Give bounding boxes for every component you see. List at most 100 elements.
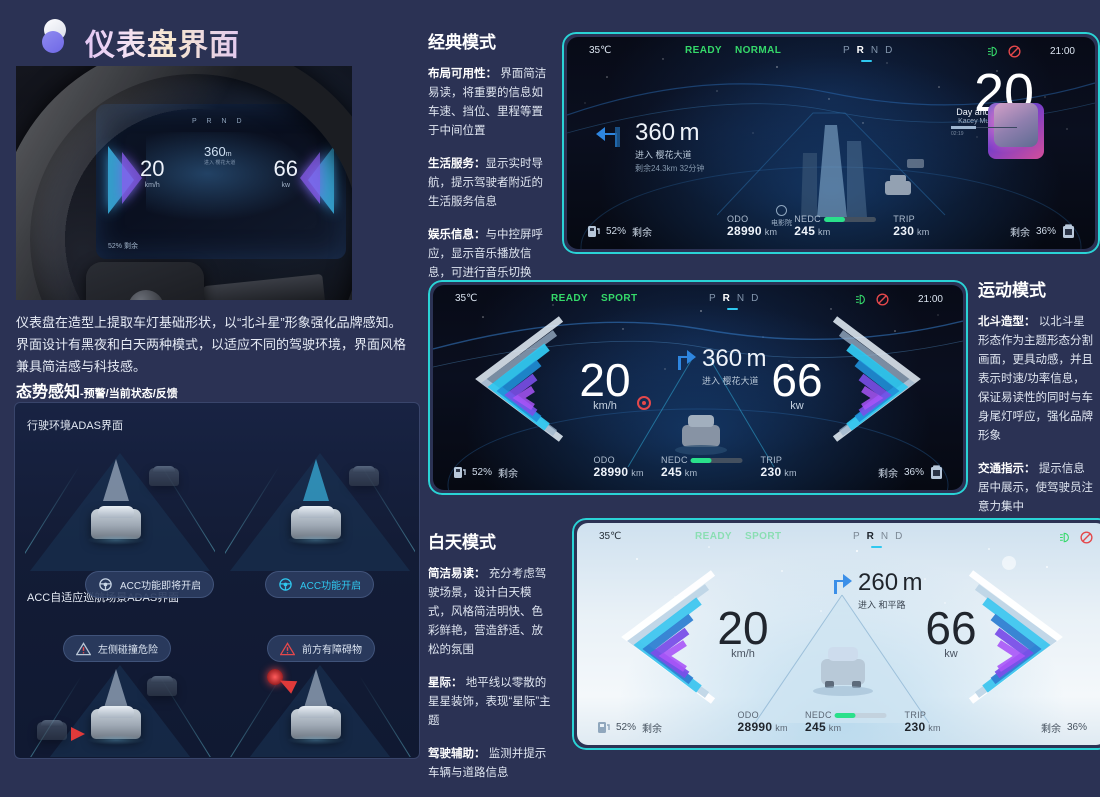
- day-text-column: 白天模式 简洁易读： 充分考虑驾驶场景，设计白天模式，风格简洁明快、色彩鲜艳，营…: [428, 528, 553, 797]
- turn-right-arrow-icon: [834, 574, 852, 594]
- nedc-bar: [834, 713, 887, 719]
- nav-distance-unit: m: [679, 119, 700, 146]
- battery-icon: [931, 465, 942, 479]
- indicator-icons: [1060, 531, 1093, 544]
- turn-left-arrow-icon: [596, 127, 620, 147]
- adas-scene-left-collision: [25, 661, 215, 757]
- adas-scene-acc-pending: [25, 441, 215, 571]
- steering-wheel-icon: [279, 578, 292, 591]
- song-title: Day and night: [956, 107, 1012, 117]
- left-chevron-wing: [443, 315, 583, 465]
- low-beam-icon: [988, 46, 997, 57]
- starfield-day: [636, 546, 1048, 624]
- classic-text-column: 经典模式 布局可用性： 界面简洁易读，将重要的信息如车速、挡位、里程等置于中间位…: [428, 28, 548, 297]
- battery-status: 剩余 36%: [1010, 224, 1075, 239]
- cluster-classic-navigation: 360 m 进入 樱花大道 剩余24.3km 32分钟: [595, 119, 765, 174]
- no-entry-icon: [876, 293, 889, 306]
- cluster-day-navigation: 260 m 进入 和平路: [829, 569, 923, 611]
- two-circles-logo-icon: [42, 19, 72, 53]
- ready-indicator: READY: [685, 45, 723, 56]
- sport-para-1: 北斗造型： 以北斗星形态作为主题形态分割画面，更具动感，并且表示时速/功率信息，…: [978, 316, 1093, 442]
- cluster-day-speed: 20 km/h: [717, 602, 769, 661]
- cluster-sport-topbar: 35℃ READY SPORT PRND 21:0: [433, 293, 963, 311]
- road-scene: [627, 358, 775, 467]
- cluster-sport-speed: 20 km/h: [579, 354, 631, 413]
- classic-para-3: 娱乐信息：与中控屏呼应，显示音乐播放信息，可进行音乐切换: [428, 229, 543, 279]
- page-title: 仪表盘界面: [85, 20, 240, 64]
- cluster-day-bottombar: 52% 剩余 ODO 28990 km NEDC 245 km TRIP 230 …: [577, 710, 1100, 737]
- no-entry-icon: [1080, 531, 1093, 544]
- fuel-status: 52% 剩余: [453, 465, 518, 480]
- poi-marker: 电影院: [771, 205, 792, 228]
- nav-remaining: 剩余24.3km 32分钟: [635, 164, 705, 173]
- gear-indicator: PRND: [843, 45, 900, 56]
- cluster-day-topbar: 35℃ READY SPORT PRND: [577, 531, 1100, 549]
- brand-logo: JAC: [128, 290, 164, 300]
- nav-distance: 260: [858, 569, 899, 596]
- sport-heading: 运动模式: [978, 281, 1046, 300]
- album-art-next[interactable]: [994, 103, 1038, 147]
- adas-panel: 行驶环境ADAS界面 ACC自适应巡航场景ADAS界面 ACC功能即将开启: [14, 402, 420, 759]
- clock: 21:00: [917, 294, 943, 305]
- right-chevron-wing: [813, 315, 953, 465]
- warning-triangle-icon: [280, 641, 295, 655]
- pill-left-collision[interactable]: 左侧碰撞危险: [63, 635, 171, 662]
- nedc-bar: [823, 217, 876, 223]
- progress-bar[interactable]: [951, 126, 1017, 129]
- intro-paragraph: 仪表盘在造型上提取车灯基础形状，以“北斗星”形象强化品牌感知。界面设计有黑夜和白…: [16, 315, 407, 374]
- day-para-3: 驾驶辅助： 监测并提示车辆与道路信息: [428, 748, 547, 779]
- music-widget[interactable]: Day and night Kacey Musgrves 02:1909:23: [951, 103, 1081, 159]
- cluster-display-day[interactable]: 35℃ READY SPORT PRND: [572, 518, 1100, 750]
- nav-distance-unit: m: [902, 569, 923, 596]
- pill-obstacle-ahead[interactable]: 前方有障碍物: [267, 635, 375, 662]
- trip-computer: ODO 28990 km NEDC 245 km TRIP 230 km: [727, 214, 930, 238]
- ready-indicator: READY: [551, 293, 589, 304]
- nav-distance-unit: m: [746, 345, 767, 372]
- cluster-classic-bottombar: 52% 剩余 ODO 28990 km NEDC 245 km TRIP 230 …: [567, 214, 1095, 241]
- indicator-icons: [988, 45, 1021, 58]
- classic-heading: 经典模式: [428, 33, 496, 52]
- trip-computer: ODO 28990 km NEDC 245 km TRIP 230 km: [737, 710, 941, 734]
- cluster-display-sport[interactable]: 35℃ READY SPORT PRND 21:0: [428, 280, 968, 495]
- drive-mode-indicator: SPORT: [745, 531, 782, 542]
- nav-road: 进入 樱花大道: [702, 376, 759, 386]
- trip-computer: ODO 28990 km NEDC 245 km TRIP 230 km: [593, 455, 797, 479]
- fuel-status: 52% 剩余: [587, 224, 652, 239]
- pill-acc-on[interactable]: ACC功能开启: [265, 571, 375, 598]
- nav-road: 进入 和平路: [858, 600, 906, 610]
- clock: 21:00: [1049, 46, 1075, 57]
- steering-wheel-icon: [99, 578, 112, 591]
- nedc-bar: [690, 458, 743, 464]
- drive-mode-indicator: SPORT: [601, 293, 638, 304]
- road-scene: [717, 112, 946, 217]
- adas-scene-acc-on: [225, 441, 415, 571]
- fuel-pump-icon: [454, 467, 466, 478]
- gear-indicator: PRND: [709, 293, 766, 304]
- temperature: 35℃: [455, 293, 478, 304]
- cluster-sport-power: 66 kw: [771, 354, 823, 413]
- temperature: 35℃: [599, 531, 622, 542]
- battery-status: 剩余 36%: [1040, 722, 1087, 735]
- indicator-icons: [856, 293, 889, 306]
- pill-label: ACC功能即将开启: [120, 581, 202, 592]
- right-chevron-wing: [949, 569, 1099, 729]
- ready-indicator: READY: [695, 531, 733, 542]
- fuel-pump-icon: [588, 226, 600, 237]
- pill-label: ACC功能开启: [300, 581, 362, 592]
- day-para-2: 星际： 地平线以零散的星星装饰，表现“星际”主题: [428, 677, 551, 727]
- pill-acc-pending[interactable]: ACC功能即将开启: [85, 571, 215, 598]
- nav-road: 进入 樱花大道: [635, 150, 692, 160]
- low-beam-icon: [856, 294, 865, 305]
- cluster-display-classic[interactable]: 35℃ READY NORMAL PRND 21:: [562, 32, 1100, 254]
- situation-heading: 态势感知-预警/当前状态/反馈: [16, 384, 178, 401]
- nav-distance: 360: [635, 119, 676, 146]
- hazard-indicator: [267, 669, 283, 685]
- cluster-day-power: 66 kw: [925, 602, 977, 661]
- battery-status: 剩余 36%: [878, 465, 943, 480]
- adas-scene-obstacle: [225, 661, 415, 757]
- cluster-classic-topbar: 35℃ READY NORMAL PRND 21:: [567, 45, 1095, 63]
- temperature: 35℃: [589, 45, 612, 56]
- battery-icon: [1063, 224, 1074, 238]
